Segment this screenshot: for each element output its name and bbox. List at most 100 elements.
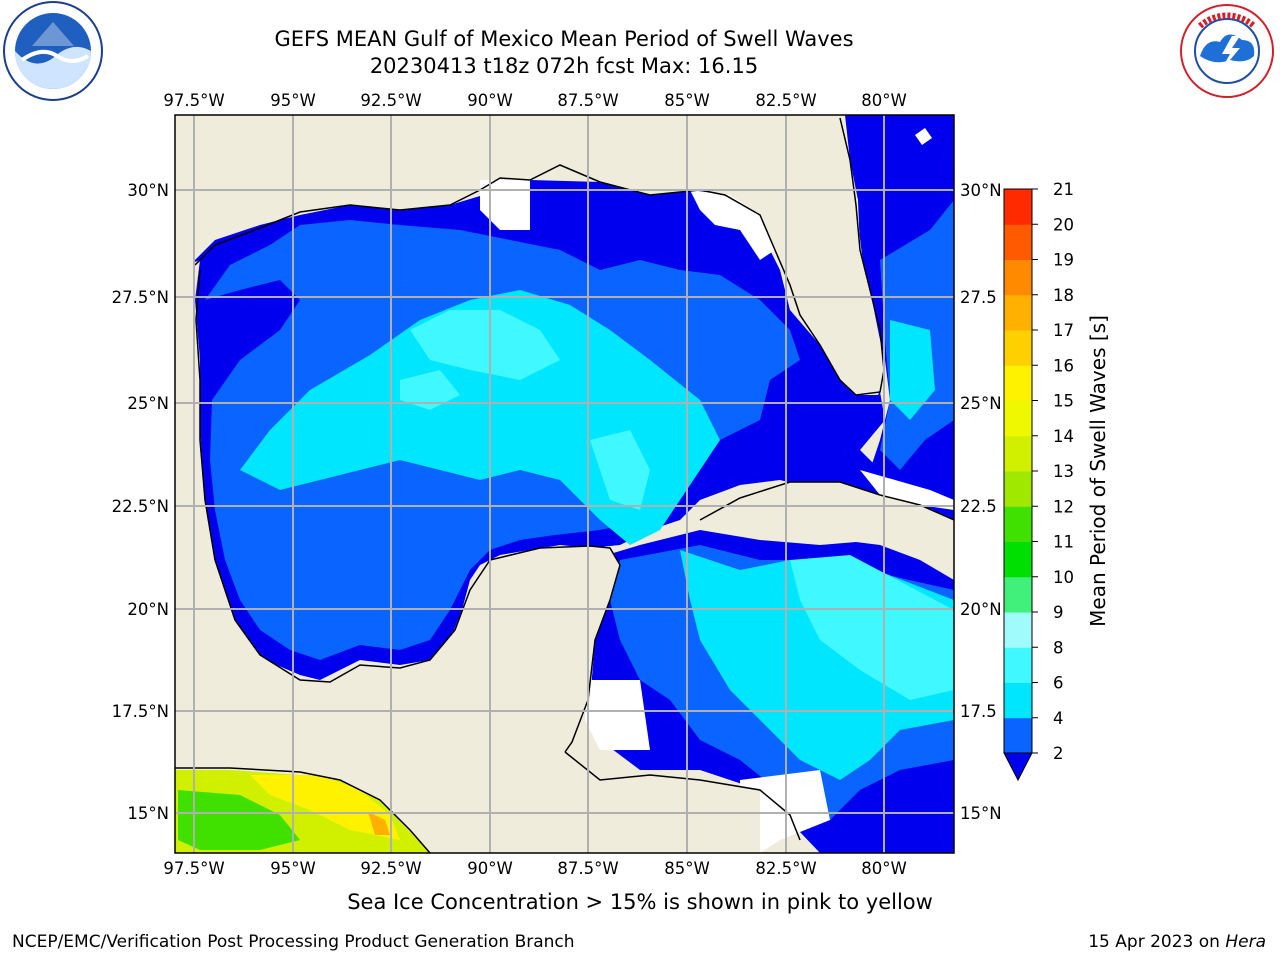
colorbar: 2 4 6 8 9 10 11 12 13 14 15 16 17 18 19 20 21 Mean Perio…	[1003, 180, 1110, 782]
lon-label: 92.5°W	[360, 859, 421, 878]
florida-land	[760, 170, 884, 395]
pacific-field-low	[178, 790, 300, 850]
mexico-land	[175, 260, 430, 853]
yucatan-land	[430, 546, 760, 853]
colorbar-tick-label: 2	[1053, 744, 1064, 763]
lon-label: 87.5°W	[557, 859, 618, 878]
swell-band-4-6	[240, 290, 720, 545]
coastline-pacific	[175, 767, 431, 853]
lon-label: 90°W	[467, 91, 513, 110]
pacific-field-high	[250, 775, 400, 840]
lat-label: 22.5°N	[112, 497, 169, 516]
lon-label: 97.5°W	[163, 859, 224, 878]
map-title: GEFS MEAN Gulf of Mexico Mean Period of …	[274, 27, 854, 51]
no-data-bigbend	[690, 190, 775, 260]
noaa-logo	[3, 1, 103, 101]
colorbar-tick-label: 18	[1053, 286, 1074, 305]
lat-label: 17.5	[960, 702, 997, 721]
colorbar-segment	[1004, 365, 1032, 401]
sea-ice-note: Sea Ice Concentration > 15% is shown in …	[347, 890, 933, 914]
gridlines	[175, 115, 954, 853]
colorbar-segment	[1004, 541, 1032, 578]
lon-label: 90°W	[467, 859, 513, 878]
colorbar-segment	[1004, 717, 1032, 754]
colorbar-segment	[1004, 576, 1032, 613]
lon-label: 95°W	[270, 91, 316, 110]
lat-label: 20°N	[960, 600, 1002, 619]
lon-label: 85°W	[664, 859, 710, 878]
colorbar-segment	[1004, 506, 1032, 542]
no-data-yucatan	[585, 680, 650, 750]
lon-label: 85°W	[664, 91, 710, 110]
colorbar-tick-label: 10	[1053, 568, 1074, 587]
lon-label: 82.5°W	[755, 859, 816, 878]
lat-label: 15°N	[127, 804, 169, 823]
lon-label: 97.5°W	[163, 91, 224, 110]
colorbar-segment	[1004, 330, 1032, 366]
colorbar-tick-label: 9	[1053, 603, 1064, 622]
colorbar-tick-label: 4	[1053, 709, 1064, 728]
colorbar-tick-label: 15	[1053, 392, 1074, 411]
lon-label: 87.5°W	[557, 91, 618, 110]
lat-label: 17.5°N	[112, 702, 169, 721]
colorbar-under-triangle	[1003, 752, 1033, 782]
lat-label: 30°N	[127, 181, 169, 200]
colorbar-label: Mean Period of Swell Waves [s]	[1086, 315, 1110, 627]
lon-label: 82.5°W	[755, 91, 816, 110]
colorbar-tick-label: 14	[1053, 427, 1074, 446]
lat-label: 27.5	[960, 288, 997, 307]
lat-label: 25°N	[960, 394, 1002, 413]
lon-label: 92.5°W	[360, 91, 421, 110]
footer-host: Hera	[1225, 932, 1266, 952]
swell-band-6-8-patch-2	[400, 370, 460, 410]
colorbar-tick-label: 8	[1053, 638, 1064, 657]
colorbar-segment	[1004, 682, 1032, 719]
map-frame	[174, 114, 955, 854]
lon-label: 95°W	[270, 859, 316, 878]
colorbar-segment	[1004, 612, 1032, 648]
colorbar-tick-label: 21	[1053, 180, 1074, 199]
colorbar-tick-label: 19	[1053, 251, 1074, 270]
swell-band-6-8	[410, 310, 560, 380]
lat-label: 20°N	[127, 600, 169, 619]
colorbar-segment	[1004, 189, 1032, 225]
footer-date: 15 Apr 2023 on Hera	[1088, 932, 1266, 952]
coastline-honduras	[564, 751, 801, 841]
lon-labels-top: 97.5°W 95°W 92.5°W 90°W 87.5°W 85°W 82.5…	[163, 91, 906, 110]
swell-band-6-8-patch	[590, 430, 650, 510]
lon-labels-bottom: 97.5°W 95°W 92.5°W 90°W 87.5°W 85°W 82.5…	[163, 859, 906, 878]
map-subtitle: 20230413 t18z 072h fcst Max: 16.15	[369, 54, 759, 78]
pacific-field-orange	[368, 812, 390, 835]
no-data-atlantic	[915, 128, 932, 145]
caribbean-band-6-8	[790, 555, 954, 700]
colorbar-tick-label: 20	[1053, 215, 1074, 234]
colorbar-segments	[1004, 189, 1032, 754]
lat-label: 30°N	[960, 181, 1002, 200]
no-data-louisiana	[480, 180, 530, 230]
colorbar-segment	[1004, 400, 1032, 437]
colorbar-segment	[1004, 294, 1032, 331]
lon-label: 80°W	[861, 859, 907, 878]
colorbar-tick-label: 12	[1053, 497, 1074, 516]
colorbar-ticks: 2 4 6 8 9 10 11 12 13 14 15 16 17 18 19 20 21	[1032, 180, 1074, 763]
map-field	[175, 115, 954, 853]
lat-label: 27.5°N	[112, 288, 169, 307]
colorbar-segment	[1004, 224, 1032, 260]
colorbar-tick-label: 13	[1053, 462, 1074, 481]
colorbar-tick-label: 17	[1053, 321, 1074, 340]
lat-label: 25°N	[127, 394, 169, 413]
colorbar-tick-label: 6	[1053, 674, 1064, 693]
lon-label: 80°W	[861, 91, 907, 110]
colorbar-segment	[1004, 259, 1032, 296]
nws-logo	[1178, 2, 1276, 100]
colorbar-segment	[1004, 471, 1032, 507]
lat-labels-right: 30°N 27.5 25°N 22.5 20°N 17.5 15°N	[960, 181, 1002, 823]
lat-label: 15°N	[960, 804, 1002, 823]
lat-label: 22.5	[960, 497, 997, 516]
colorbar-segment	[1004, 647, 1032, 683]
colorbar-tick-label: 16	[1053, 356, 1074, 375]
atlantic-band-4-6	[890, 320, 935, 420]
footer-credit: NCEP/EMC/Verification Post Processing Pr…	[12, 932, 575, 952]
colorbar-tick-label: 11	[1053, 533, 1074, 552]
